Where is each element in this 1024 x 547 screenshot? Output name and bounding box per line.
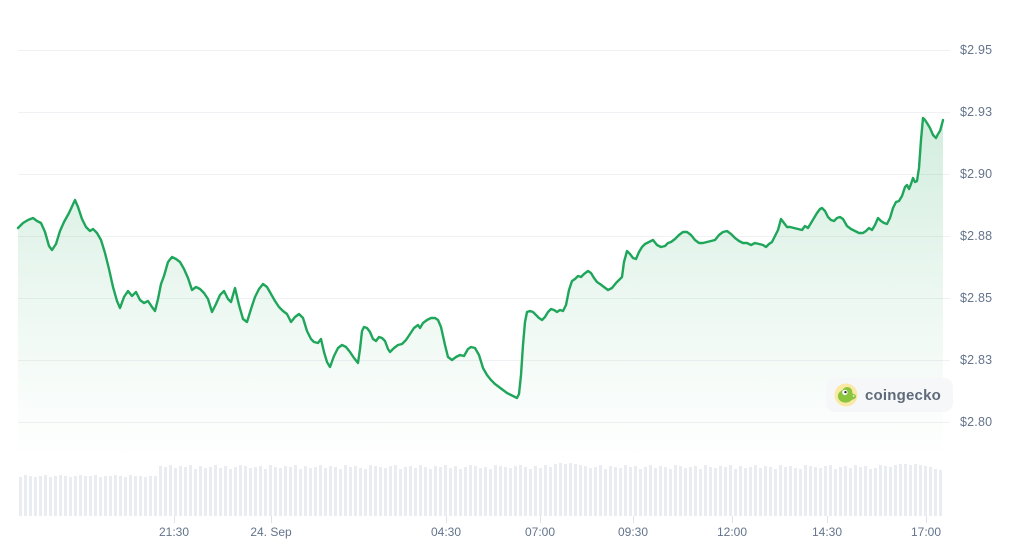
y-axis-label: $2.93: [960, 105, 993, 119]
x-axis-label: 17:00: [910, 525, 942, 539]
x-axis-label: 09:30: [617, 525, 649, 539]
y-axis-label: $2.83: [960, 353, 993, 367]
price-line: [16, 116, 945, 400]
volume-bars: [19, 463, 942, 516]
y-axis-label: $2.95: [960, 43, 993, 57]
x-axis-label: 14:30: [811, 525, 843, 539]
gecko-icon: [834, 383, 858, 407]
x-axis-ticks: [174, 516, 927, 523]
coingecko-watermark: coingecko: [826, 378, 953, 412]
x-axis-label: 24. Sep: [250, 525, 292, 539]
x-axis-label: 07:00: [524, 525, 556, 539]
price-area-fill: [18, 118, 943, 455]
y-axis-label: $2.85: [960, 291, 993, 305]
x-axis-label: 21:30: [158, 525, 190, 539]
y-axis-label: $2.88: [960, 229, 993, 243]
x-axis-label: 04:30: [430, 525, 462, 539]
x-axis-label: 12:00: [716, 525, 748, 539]
y-axis-label: $2.80: [960, 415, 993, 429]
watermark-label: coingecko: [865, 386, 941, 404]
y-axis-label: $2.90: [960, 167, 993, 181]
